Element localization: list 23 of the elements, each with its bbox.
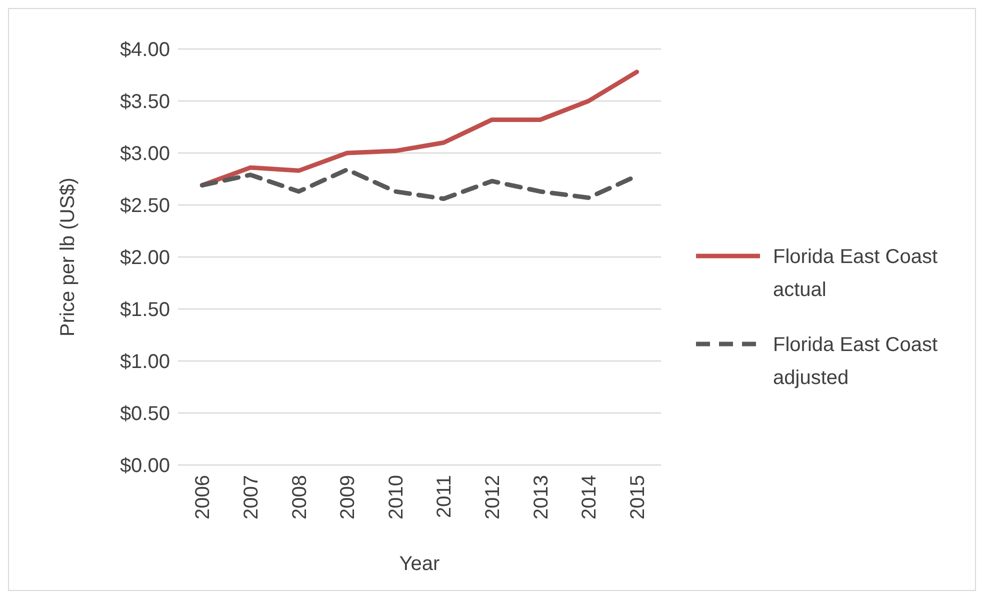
legend-label: Florida East Coast actual [773,246,938,301]
x-tick-label: 2015 [626,475,649,520]
legend-label: Florida East Coast adjusted [773,334,938,389]
y-axis-title: Price per lb (US$) [57,178,79,336]
x-tick-label: 2009 [337,475,360,520]
x-tick-label: 2012 [482,475,504,520]
y-tick-label: $2.50 [120,195,170,217]
x-tick-label: 2013 [530,475,552,520]
y-tick-label: $3.50 [120,91,170,113]
x-tick-label: 2014 [578,475,601,520]
x-tick-label: 2007 [240,475,262,520]
y-tick-label: $2.00 [120,247,170,269]
y-tick-label: $1.50 [120,299,170,321]
x-axis-title: Year [399,553,440,575]
y-tick-label: $1.00 [120,351,170,373]
x-tick-label: 2010 [385,475,408,520]
x-tick-label: 2011 [434,475,456,518]
y-tick-label: $0.50 [120,403,170,425]
y-tick-label: $0.00 [120,455,170,477]
y-tick-label: $3.00 [120,143,170,165]
x-tick-label: 2006 [192,475,214,520]
y-tick-label: $4.00 [120,39,170,61]
x-tick-label: 2008 [288,475,311,520]
